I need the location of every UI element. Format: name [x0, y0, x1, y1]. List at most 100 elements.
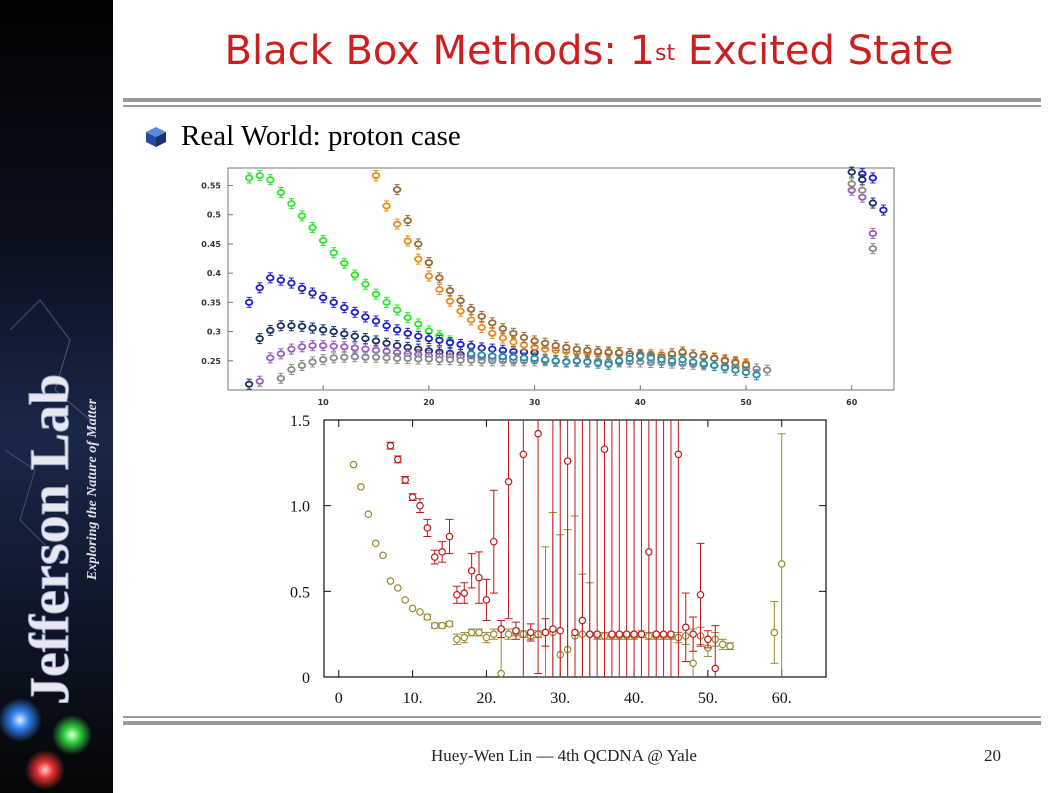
bottom-data-point — [438, 541, 447, 563]
top-data-point — [276, 274, 286, 286]
bottom-data-point — [475, 551, 484, 604]
top-data-point — [868, 243, 878, 255]
top-data-point — [699, 358, 708, 370]
top-data-point — [477, 321, 486, 333]
bottom-data-point — [681, 592, 690, 663]
bottom-data-point — [423, 613, 432, 621]
top-data-point — [498, 323, 508, 335]
top-y-tick-label: 0.45 — [201, 240, 221, 249]
top-data-point — [276, 187, 286, 199]
bottom-data-point — [379, 551, 387, 560]
top-x-tick-label: 20 — [423, 398, 435, 405]
top-data-point — [456, 338, 465, 350]
top-data-point — [382, 200, 391, 212]
bottom-y-tick-label: 0.5 — [290, 584, 310, 601]
top-data-point — [318, 292, 328, 304]
top-data-point — [244, 296, 254, 308]
top-data-point — [562, 356, 571, 368]
bottom-x-tick-label: 40. — [624, 690, 644, 707]
top-data-point — [414, 330, 423, 342]
bottom-data-point — [696, 542, 705, 647]
top-data-point — [371, 351, 381, 363]
top-data-point — [266, 174, 275, 186]
top-data-point — [868, 172, 878, 184]
top-data-point — [329, 352, 338, 364]
bottom-data-point — [460, 582, 469, 604]
top-data-point — [424, 270, 434, 282]
top-data-point — [530, 335, 539, 347]
top-data-point — [340, 341, 349, 353]
top-data-point — [244, 172, 254, 184]
top-data-point — [879, 204, 888, 216]
bottom-data-point — [711, 625, 720, 677]
top-data-point — [403, 235, 412, 247]
top-data-point — [509, 327, 518, 339]
top-x-tick-label: 30 — [529, 398, 541, 405]
top-data-point — [350, 269, 360, 281]
top-y-tick-label: 0.3 — [207, 328, 221, 337]
top-data-point — [403, 312, 412, 324]
top-data-point — [498, 332, 508, 344]
top-data-point — [445, 285, 455, 297]
top-data-point — [435, 334, 444, 346]
bullet-text: Real World: proton case — [181, 120, 461, 152]
top-data-point — [329, 340, 338, 352]
bottom-data-point — [689, 616, 698, 652]
bottom-data-point — [408, 604, 417, 613]
top-data-point — [678, 354, 687, 366]
top-plot-frame — [227, 167, 895, 391]
bottom-data-point — [556, 420, 565, 677]
top-data-point — [572, 355, 582, 367]
top-data-point — [350, 351, 360, 363]
top-data-point — [403, 215, 412, 227]
top-data-point — [593, 345, 603, 357]
top-data-point — [287, 343, 296, 355]
slide-title: Black Box Methods: 1st Excited State — [120, 28, 1058, 74]
bottom-data-point — [519, 420, 528, 677]
top-data-point — [435, 272, 444, 284]
bottom-data-point — [401, 476, 410, 484]
bottom-data-point — [637, 420, 646, 677]
top-data-point — [308, 287, 317, 299]
top-data-point — [847, 166, 856, 178]
bottom-data-point — [726, 642, 735, 651]
bottom-data-point — [416, 608, 424, 616]
bottom-data-point — [630, 420, 638, 677]
top-x-tick-label: 40 — [635, 398, 647, 405]
top-data-point — [551, 340, 560, 352]
top-data-point — [604, 358, 613, 370]
top-data-point — [276, 348, 286, 360]
top-data-point — [509, 336, 518, 348]
top-data-point — [318, 234, 328, 246]
bottom-data-point — [445, 620, 454, 628]
bottom-data-point — [718, 638, 727, 651]
bottom-data-point — [467, 553, 476, 589]
top-data-point — [318, 340, 328, 352]
bottom-data-point — [423, 518, 432, 538]
bottom-data-point — [659, 420, 668, 677]
bottom-data-point — [511, 621, 520, 640]
bottom-data-point — [526, 623, 535, 642]
top-data-point — [287, 277, 296, 289]
cube-bullet-icon — [146, 126, 166, 147]
top-data-point — [403, 352, 412, 364]
top-data-point — [350, 342, 360, 354]
title-end: Excited State — [675, 28, 954, 74]
top-data-point — [414, 253, 423, 265]
bottom-data-point — [445, 518, 454, 555]
bottom-data-point — [386, 441, 395, 450]
top-data-point — [551, 355, 560, 367]
top-data-point — [625, 352, 634, 364]
top-data-point — [604, 346, 613, 358]
top-x-tick-label: 50 — [740, 398, 752, 405]
top-data-point — [540, 354, 550, 366]
bottom-data-point — [452, 633, 461, 645]
top-data-point — [361, 343, 370, 355]
top-data-point — [858, 184, 867, 196]
bottom-data-point — [357, 483, 365, 491]
bottom-divider — [123, 716, 1041, 725]
top-data-point — [583, 356, 592, 368]
top-data-point — [741, 366, 751, 378]
top-data-point — [731, 364, 740, 376]
top-data-point — [255, 282, 264, 294]
